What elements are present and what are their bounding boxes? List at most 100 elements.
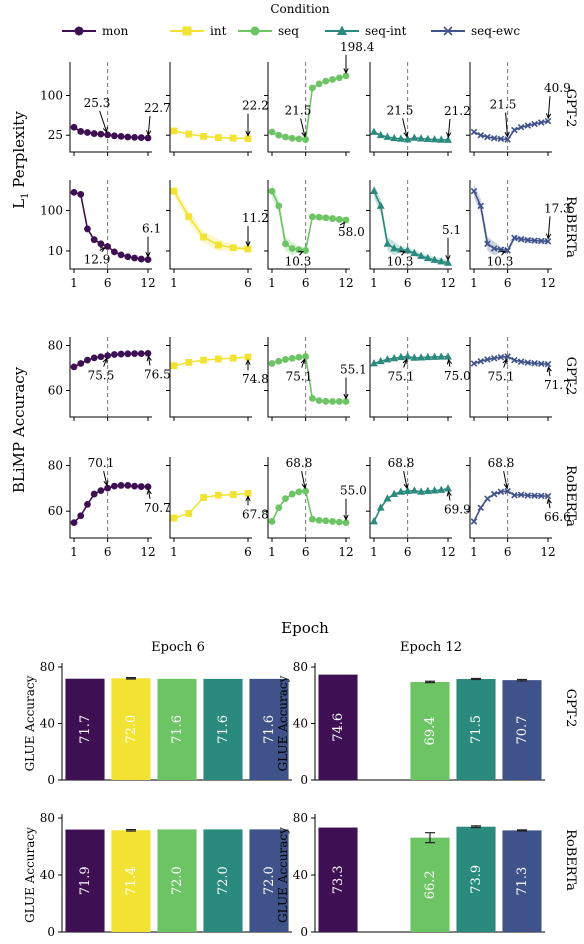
- series-line-int: [173, 190, 249, 250]
- data-point-mon: [77, 360, 85, 367]
- bar-mon: [65, 678, 105, 780]
- data-point-mon: [70, 519, 78, 526]
- legend-label-mon: mon: [102, 24, 129, 38]
- annotation-arrow: [505, 112, 508, 137]
- x-tick-label: 12: [540, 276, 555, 290]
- annotation-arrowhead: [445, 255, 451, 261]
- data-point-seq: [322, 77, 330, 85]
- annotation-arrowhead: [499, 250, 506, 256]
- uncertainty-band-seq-int: [374, 184, 448, 265]
- y-tick-label: 40: [40, 868, 55, 882]
- data-point-seq-int: [444, 135, 452, 143]
- bar-value-label-mon: 73.3: [331, 865, 346, 894]
- x-tick-label: 6: [244, 545, 252, 559]
- annotation-label: 68.8: [286, 456, 313, 470]
- data-point-seq-ewc: [470, 187, 478, 195]
- x-tick-label: 12: [440, 545, 455, 559]
- annotation-arrow: [548, 367, 551, 377]
- line-panels: 25 100 25.3 22.7 22.2 21.5 198.4 21.5 21.2 21.5 40…: [40, 40, 571, 559]
- data-point-seq-int: [417, 251, 425, 259]
- data-point-seq-ewc: [504, 353, 511, 360]
- data-point-seq-ewc: [524, 492, 532, 499]
- data-point-seq: [342, 72, 350, 80]
- y-tick-label: 0: [47, 925, 55, 939]
- axes-ppl-gpt2-seq: [267, 62, 350, 153]
- annotation-label: 68.8: [388, 456, 415, 470]
- annotation-arrow: [147, 489, 151, 499]
- data-point-mon: [70, 123, 78, 131]
- data-point-seq: [282, 133, 289, 141]
- panel-blimp-gpt2-seq-int: 75.1 75.0: [366, 337, 471, 421]
- data-point-seq: [282, 356, 289, 363]
- data-point-seq-ewc: [517, 235, 525, 243]
- axes-blimp-roberta-seq-ewc: [469, 457, 552, 539]
- annotation-arrow: [300, 118, 306, 137]
- data-point-mon: [90, 490, 98, 498]
- annotation-label: 75.1: [388, 370, 415, 384]
- bar-seq-int: [456, 826, 496, 932]
- x-tick-label: 1: [170, 545, 178, 559]
- data-point-seq: [308, 515, 316, 523]
- bar-seq-ewc: [502, 830, 542, 932]
- annotation-label: 10.3: [487, 254, 514, 268]
- data-point-seq-ewc: [504, 136, 511, 143]
- annotation-arrow: [447, 118, 451, 137]
- annotation-arrowhead: [146, 130, 152, 137]
- data-point-seq-int: [444, 352, 452, 360]
- data-point-seq-ewc: [524, 122, 532, 129]
- x-tick-label: 1: [470, 276, 478, 290]
- axes-blimp-gpt2-mon: [69, 337, 152, 418]
- y-tick-label: 100: [40, 88, 63, 102]
- x-tick-label: 6: [244, 276, 252, 290]
- annotation-arrow: [503, 359, 508, 368]
- bar-value-label-mon: 74.6: [331, 713, 346, 742]
- data-point-seq-ewc: [517, 123, 525, 131]
- annotation-arrow: [403, 471, 408, 489]
- legend-marker-seq-ewc: [443, 26, 453, 36]
- data-point-seq: [282, 495, 289, 503]
- data-point-mon: [97, 487, 105, 495]
- data-point-int: [229, 491, 237, 498]
- data-point-seq: [335, 398, 343, 405]
- axes-ppl-roberta-seq: [267, 180, 350, 270]
- legend: Condition mon int seq seq-int seq-ewc: [62, 2, 520, 38]
- data-point-seq: [275, 131, 283, 139]
- data-point-int: [185, 510, 193, 517]
- legend-label-seq-ewc: seq-ewc: [471, 24, 520, 38]
- error-bar-seq-ewc: [517, 678, 527, 682]
- data-point-seq-int: [370, 359, 378, 367]
- bar-value-label-seq-int: 72.0: [216, 866, 231, 895]
- data-point-seq-int: [390, 244, 399, 252]
- data-point-int: [229, 354, 237, 362]
- axes-ppl-gpt2-seq-int: [369, 62, 452, 153]
- axes-blimp-gpt2-seq-ewc: [469, 337, 552, 418]
- data-point-seq-ewc: [497, 353, 505, 361]
- data-point-seq-ewc: [544, 117, 552, 125]
- annotation-label: 198.4: [340, 40, 375, 54]
- data-point-mon: [90, 236, 98, 244]
- annotation-arrow: [548, 499, 551, 509]
- annotation-arrow: [99, 110, 108, 133]
- ppl-y-axis-label: L1 Perplexity: [10, 111, 31, 209]
- panel-blimp-gpt2-mon: 60 80 75.5 76.5: [48, 337, 171, 421]
- x-tick-label: 1: [268, 545, 276, 559]
- data-point-int: [244, 135, 252, 143]
- x-tick-label: 1: [70, 545, 78, 559]
- annotation-label: 21.2: [444, 104, 471, 118]
- data-point-mon: [144, 483, 152, 491]
- x-tick-label: 12: [140, 545, 155, 559]
- annotation-arrowhead: [343, 68, 349, 75]
- annotation-arrow: [547, 216, 551, 239]
- ppl-y-axis-label-sub: 1: [20, 192, 31, 198]
- data-point-seq-ewc: [484, 133, 491, 141]
- data-point-int: [244, 353, 252, 361]
- glue-y-axis-label: GLUE Accuracy: [276, 675, 290, 771]
- bar-value-label-int: 72.0: [124, 715, 139, 744]
- ppl-y-axis-label-rest: Perplexity: [10, 111, 28, 193]
- data-point-mon: [90, 354, 98, 362]
- data-point-seq-int: [410, 248, 419, 257]
- annotation-label: 70.7: [144, 501, 171, 515]
- row-label-blimp-gpt2: GPT-2: [563, 357, 578, 396]
